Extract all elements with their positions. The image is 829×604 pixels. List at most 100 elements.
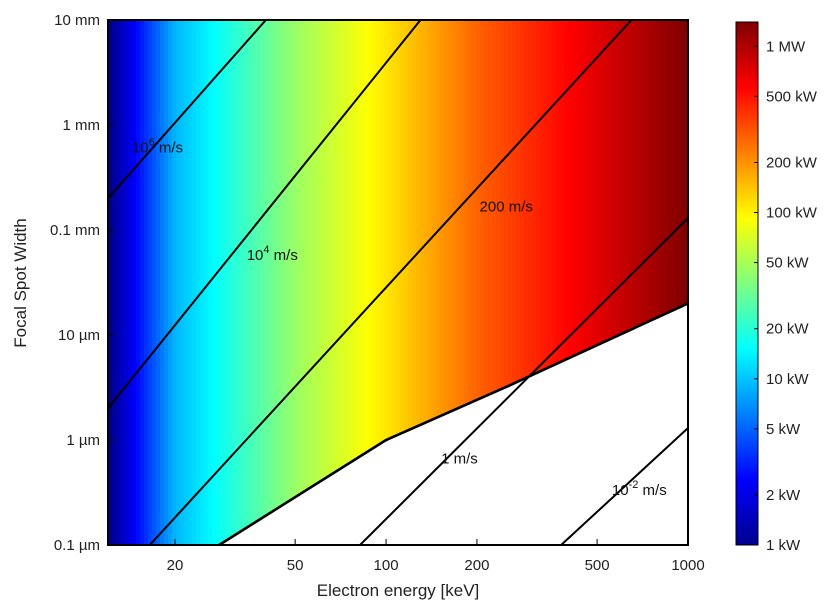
- heat-cell: [680, 20, 685, 545]
- heat-cell: [560, 20, 565, 545]
- heat-cell: [528, 20, 533, 545]
- heat-cell: [540, 20, 545, 545]
- colorbar-tick-label: 50 kW: [766, 255, 809, 272]
- x-axis-ticks: 20 50 100 200 500 1000: [167, 539, 705, 574]
- heat-cell: [556, 20, 561, 545]
- heat-cell: [588, 20, 593, 545]
- heat-cell: [424, 20, 429, 545]
- heat-cell: [492, 20, 497, 545]
- heat-cell: [136, 20, 141, 545]
- heat-cell: [488, 20, 493, 545]
- heat-cell: [180, 20, 185, 545]
- heat-cell: [188, 20, 193, 545]
- heat-cell: [464, 20, 469, 545]
- heat-cell: [640, 20, 645, 545]
- heat-cell: [348, 20, 353, 545]
- heat-cell: [392, 20, 397, 545]
- heat-cell: [248, 20, 253, 545]
- colorbar-tick-label: 20 kW: [766, 321, 809, 338]
- contour-line: [149, 20, 633, 545]
- heat-cell: [288, 20, 293, 545]
- heat-cell: [656, 20, 661, 545]
- heat-cell: [372, 20, 377, 545]
- colorbar-tick-label: 1 MW: [766, 38, 806, 55]
- colorbar-gradient: [735, 21, 759, 546]
- heat-cell: [576, 20, 581, 545]
- heat-cell: [304, 20, 309, 545]
- heat-cell: [644, 20, 649, 545]
- contour-labels: 106 m/s 104 m/s 200 m/s 1 m/s 10-2 m/s: [132, 136, 667, 499]
- heat-cell: [108, 20, 113, 545]
- heat-cell: [204, 20, 209, 545]
- heat-cell: [352, 20, 357, 545]
- heat-cell: [308, 20, 313, 545]
- heat-cell: [132, 20, 137, 545]
- heat-cell: [344, 20, 349, 545]
- heat-cell: [612, 20, 617, 545]
- contour-line: [108, 20, 422, 410]
- plot-area: [107, 19, 689, 547]
- heat-cell: [272, 20, 277, 545]
- heat-cell: [216, 20, 221, 545]
- heat-cell: [596, 20, 601, 545]
- heat-cell: [564, 20, 569, 545]
- heat-cell: [376, 20, 381, 545]
- heat-cell: [300, 20, 305, 545]
- heat-cell: [396, 20, 401, 545]
- heat-cell: [156, 20, 161, 545]
- heat-cell: [384, 20, 389, 545]
- heat-cell: [664, 20, 669, 545]
- heat-cell: [496, 20, 501, 545]
- heat-cell: [292, 20, 297, 545]
- heat-cell: [160, 20, 165, 545]
- heat-cell: [648, 20, 653, 545]
- heat-cell: [144, 20, 149, 545]
- heat-cell: [552, 20, 557, 545]
- heat-cell: [268, 20, 273, 545]
- heat-cell: [296, 20, 301, 545]
- contour-label: 10-2 m/s: [612, 479, 667, 499]
- heat-cell: [120, 20, 125, 545]
- heat-cell: [164, 20, 169, 545]
- y-tick-label: 10 mm: [54, 12, 100, 29]
- heatmap-fill: [108, 20, 688, 545]
- heat-cell: [244, 20, 249, 545]
- heat-cell: [544, 20, 549, 545]
- x-tick-label: 20: [167, 557, 184, 574]
- heat-cell: [628, 20, 633, 545]
- heat-cell: [480, 20, 485, 545]
- heat-cell: [356, 20, 361, 545]
- heat-cell: [168, 20, 173, 545]
- heat-cell: [360, 20, 365, 545]
- x-tick-label: 500: [585, 557, 610, 574]
- heat-cell: [520, 20, 525, 545]
- heat-cell: [548, 20, 553, 545]
- heat-cell: [616, 20, 621, 545]
- y-tick-label: 1 µm: [66, 432, 100, 449]
- x-tick-label: 50: [287, 557, 304, 574]
- heat-cell: [380, 20, 385, 545]
- heat-cell: [460, 20, 465, 545]
- y-tick-label: 0.1 mm: [50, 222, 100, 239]
- heat-cell: [332, 20, 337, 545]
- colorbar-tick-label: 100 kW: [766, 205, 818, 222]
- heat-cell: [212, 20, 217, 545]
- heat-cell: [124, 20, 129, 545]
- contour-line: [560, 427, 688, 545]
- heat-cell: [316, 20, 321, 545]
- heat-cell: [448, 20, 453, 545]
- y-axis-ticks: 0.1 µm 1 µm 10 µm 0.1 mm 1 mm 10 mm: [50, 12, 114, 554]
- heat-cell: [444, 20, 449, 545]
- heat-cell: [508, 20, 513, 545]
- heat-cell: [572, 20, 577, 545]
- heat-cell: [224, 20, 229, 545]
- y-tick-label: 10 µm: [58, 327, 100, 344]
- heat-cell: [624, 20, 629, 545]
- colorbar-tick-label: 200 kW: [766, 154, 818, 171]
- heat-cell: [340, 20, 345, 545]
- colorbar-ticks: 1 kW 2 kW 5 kW 10 kW 20 kW 50 kW 100 kW 200 kW 5…: [754, 38, 818, 554]
- colorbar-tick-label: 500 kW: [766, 88, 818, 105]
- y-axis-label: Focal Spot Width: [11, 218, 30, 347]
- heat-cell: [312, 20, 317, 545]
- heat-cell: [196, 20, 201, 545]
